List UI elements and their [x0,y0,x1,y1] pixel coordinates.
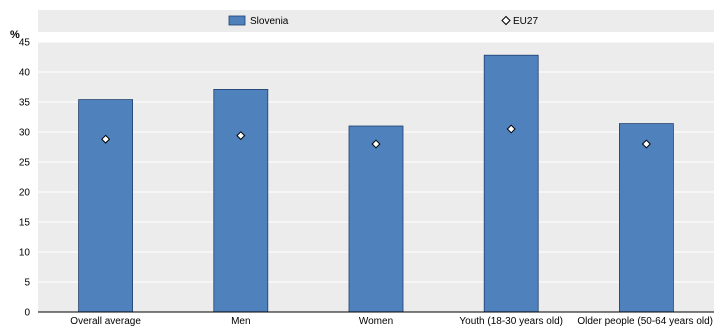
x-tick-label: Women [359,316,393,326]
x-tick-label: Youth (18-30 years old) [459,316,563,326]
y-tick-label: 0 [24,308,30,319]
y-tick-label: 40 [19,68,31,79]
markers-eu27 [101,124,651,149]
y-tick-label: 35 [19,98,31,109]
legend-swatch-slovenia [228,15,246,26]
y-axis-unit-label: % [10,29,20,41]
y-tick-label: 15 [19,218,31,229]
legend-background [38,10,714,32]
legend-label-slovenia: Slovenia [250,16,289,27]
x-tick-label: Older people (50-64 years old) [577,316,713,326]
bar [213,89,269,313]
legend-marker-eu27 [501,15,511,26]
marker-diamond [236,131,246,141]
y-tick-label: 25 [19,158,31,169]
bars-slovenia [78,54,674,313]
bar [483,54,539,313]
x-tick-label: Overall average [70,316,141,326]
x-tick-label: Men [231,316,250,326]
legend: Slovenia EU27 [38,10,714,32]
legend-label-eu27: EU27 [513,16,538,27]
marker-diamond [371,139,381,149]
marker-diamond [506,124,516,134]
marker-diamond [101,134,111,144]
bar [78,99,133,313]
x-axis-labels: Overall average Men Women Youth (18-30 year… [70,316,713,326]
y-tick-label: 5 [24,278,30,289]
bar [619,123,674,313]
y-tick-label: 20 [19,188,31,199]
y-tick-label: 45 [19,38,31,49]
y-axis-ticks: 0 5 10 15 20 25 30 35 40 45 [19,38,31,319]
bar [348,125,404,313]
y-tick-label: 30 [19,128,31,139]
marker-diamond [641,139,651,149]
y-tick-label: 10 [19,248,31,259]
